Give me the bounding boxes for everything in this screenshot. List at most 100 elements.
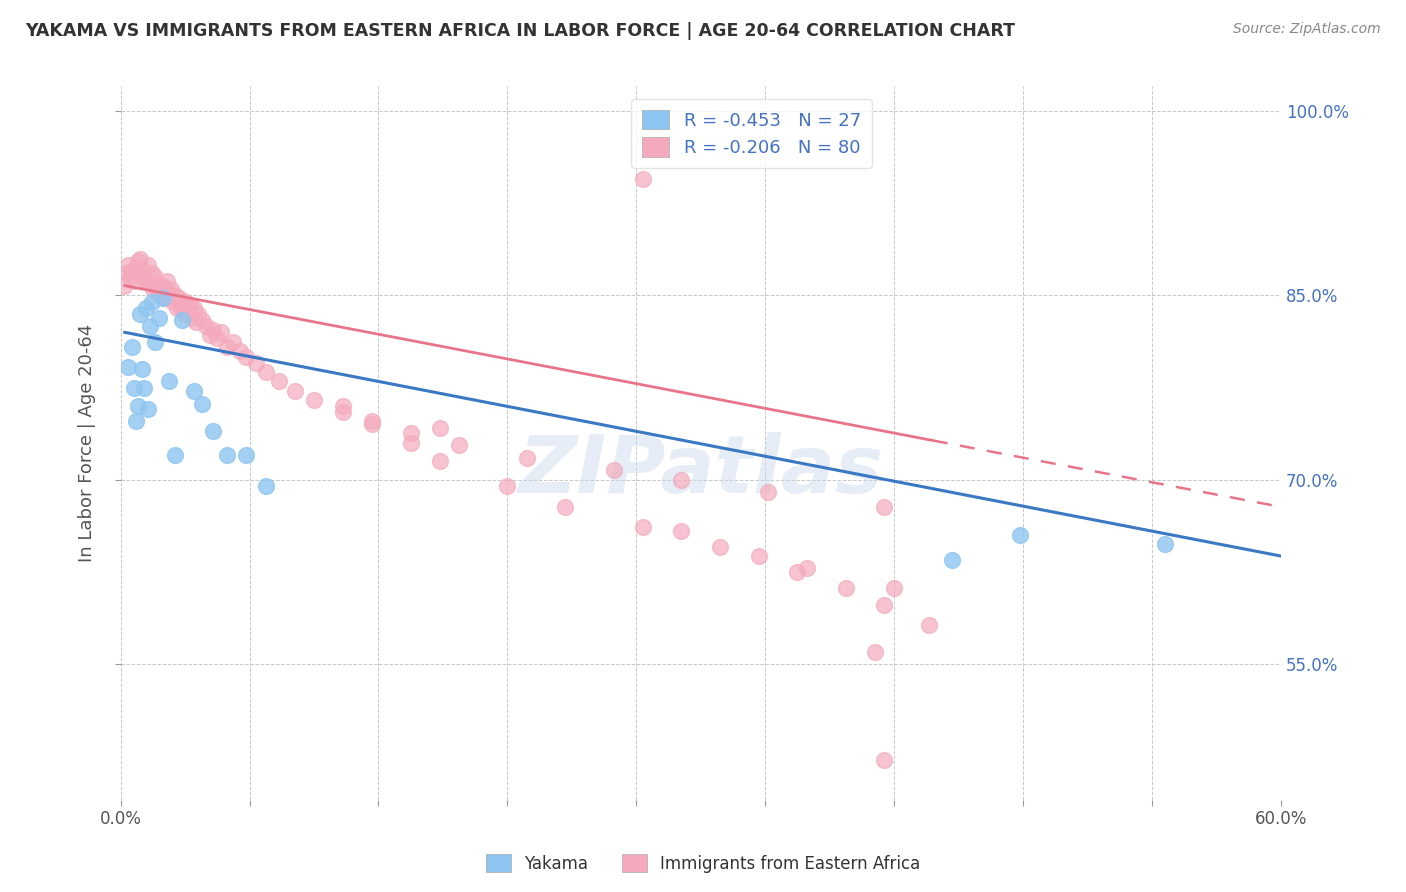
Point [135,274,157,288]
Point [215,340,238,354]
Point [1008,528,1031,542]
Point [883,581,905,595]
Point [671,473,693,487]
Point [148,310,170,325]
Point [254,365,277,379]
Point [148,278,170,293]
Point [131,269,153,284]
Point [172,313,194,327]
Point [167,291,190,305]
Point [554,500,576,514]
Point [671,524,693,539]
Point [191,396,214,410]
Point [181,310,204,325]
Point [125,414,148,428]
Point [332,405,354,419]
Point [918,618,941,632]
Point [173,307,195,321]
Point [516,450,538,465]
Point [863,645,886,659]
Point [157,375,180,389]
Point [631,171,654,186]
Point [1154,537,1177,551]
Point [135,301,157,315]
Legend: Yakama, Immigrants from Eastern Africa: Yakama, Immigrants from Eastern Africa [479,847,927,880]
Point [145,335,167,350]
Point [163,288,186,302]
Point [399,426,422,441]
Point [146,285,169,300]
Point [160,282,183,296]
Point [153,291,176,305]
Point [176,294,198,309]
Point [184,315,207,329]
Point [215,448,238,462]
Point [235,448,257,462]
Point [136,401,159,416]
Point [429,421,451,435]
Point [631,519,654,533]
Point [117,258,139,272]
Point [141,294,163,309]
Point [361,414,384,428]
Point [209,326,232,340]
Point [177,303,200,318]
Point [873,599,896,613]
Point [284,384,307,399]
Point [758,485,780,500]
Point [129,307,152,321]
Point [399,436,422,450]
Point [179,298,201,312]
Point [122,274,145,288]
Point [447,438,470,452]
Point [429,454,451,468]
Point [129,252,152,266]
Point [191,313,214,327]
Point [127,399,149,413]
Point [156,274,179,288]
Point [132,381,155,395]
Point [131,362,153,376]
Point [157,285,180,300]
Legend: R = -0.453   N = 27, R = -0.206   N = 80: R = -0.453 N = 27, R = -0.206 N = 80 [631,99,872,168]
Point [873,500,896,514]
Point [150,288,173,302]
Point [202,323,225,337]
Point [496,479,519,493]
Point [194,319,217,334]
Point [332,399,354,413]
Point [796,561,818,575]
Point [302,392,325,407]
Point [162,294,184,309]
Point [138,276,160,290]
Point [136,258,159,272]
Point [222,335,245,350]
Point [835,581,858,595]
Point [127,254,149,268]
Point [172,294,194,309]
Point [166,301,188,315]
Point [120,269,142,284]
Point [122,381,145,395]
Point [115,266,138,280]
Point [941,553,963,567]
Point [138,319,160,334]
Point [207,331,229,345]
Y-axis label: In Labor Force | Age 20-64: In Labor Force | Age 20-64 [79,324,96,562]
Point [132,264,155,278]
Point [709,541,731,555]
Point [114,278,136,293]
Point [121,264,143,278]
Point [786,565,808,579]
Point [245,356,267,370]
Point [142,282,165,296]
Point [183,384,205,399]
Point [198,327,221,342]
Point [229,343,252,358]
Point [169,301,191,315]
Point [163,448,186,462]
Point [254,479,277,493]
Point [117,359,139,374]
Point [187,307,209,321]
Text: Source: ZipAtlas.com: Source: ZipAtlas.com [1233,22,1381,37]
